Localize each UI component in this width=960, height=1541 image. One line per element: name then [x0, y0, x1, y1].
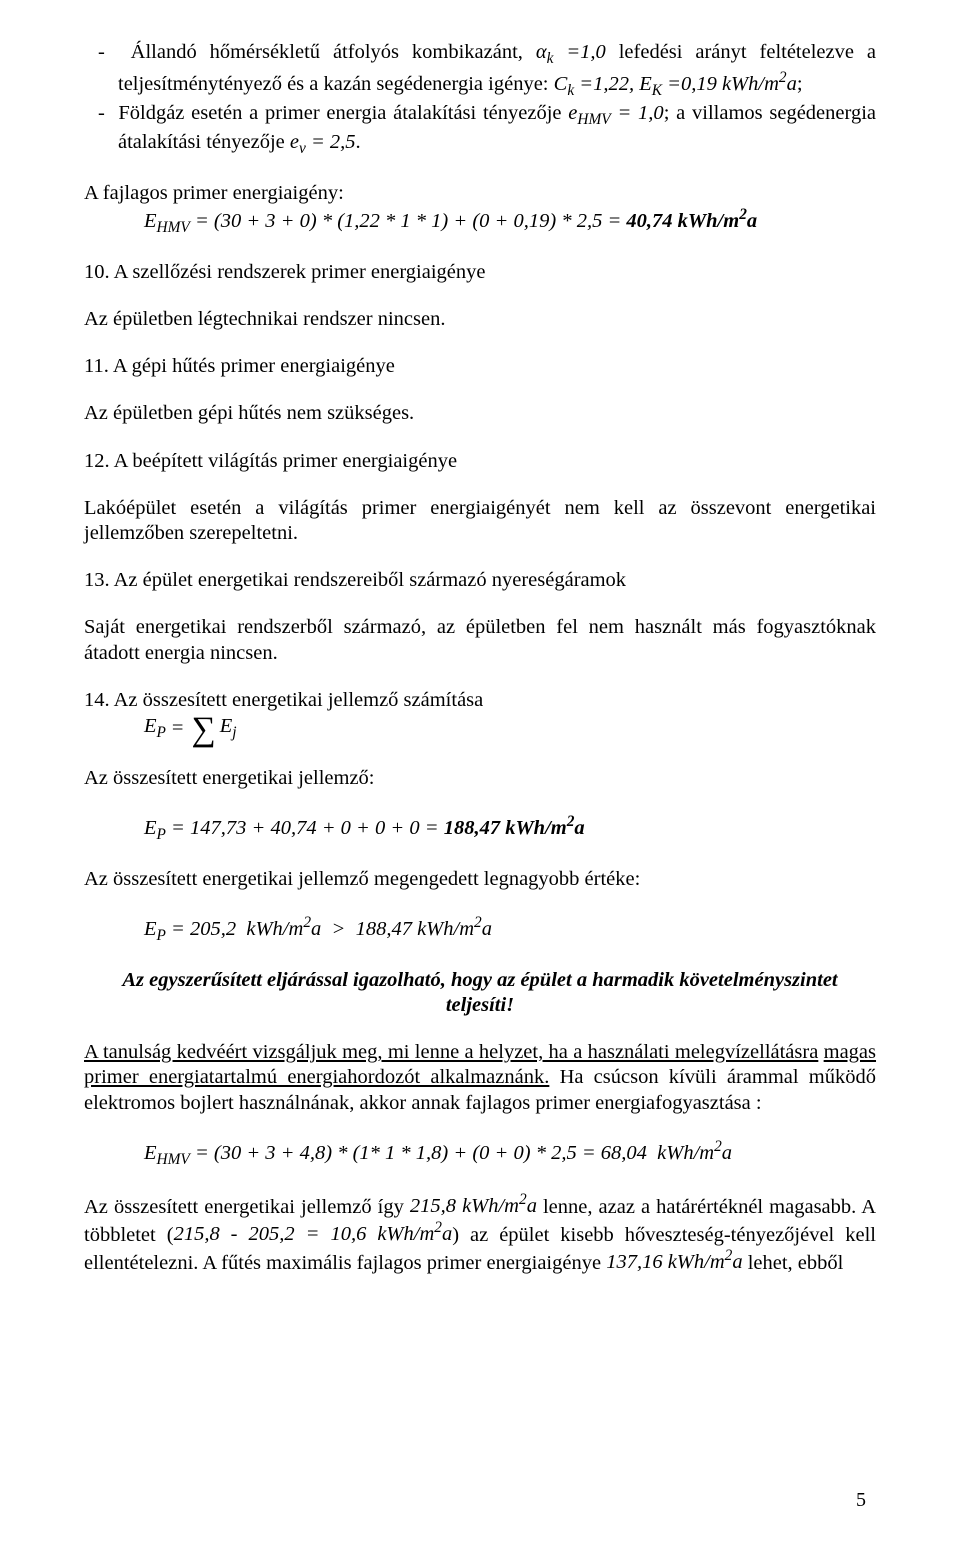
page-number: 5 — [856, 1488, 866, 1513]
section-heading: 13. Az épület energetikai rendszereiből … — [84, 568, 876, 593]
section-heading: 11. A gépi hűtés primer energiaigénye — [84, 354, 876, 379]
body-text: A tanulság kedvéért vizsgáljuk meg, mi l… — [84, 1040, 876, 1116]
equation: EHMV = (30 + 3 + 0) * (1,22 * 1 * 1) + (… — [144, 206, 876, 238]
equation: EP = 147,73 + 40,74 + 0 + 0 + 0 = 188,47… — [144, 813, 876, 845]
section-label: A fajlagos primer energiaigény: — [84, 181, 876, 206]
bullet-item: - Földgáz esetén a primer energia átalak… — [84, 101, 876, 159]
conclusion-text: teljesíti! — [84, 993, 876, 1018]
section-heading: 14. Az összesített energetikai jellemző … — [84, 688, 876, 713]
body-text: Az összesített energetikai jellemző: — [84, 766, 876, 791]
body-text: Az összesített energetikai jellemző mege… — [84, 867, 876, 892]
body-text: Az épületben gépi hűtés nem szükséges. — [84, 401, 876, 426]
section-heading: 12. A beépített világítás primer energia… — [84, 449, 876, 474]
section-heading: 10. A szellőzési rendszerek primer energ… — [84, 260, 876, 285]
body-text: Az épületben légtechnikai rendszer nincs… — [84, 307, 876, 332]
equation-sum: EP = ∑ Ej — [144, 713, 876, 744]
body-text: Saját energetikai rendszerből származó, … — [84, 615, 876, 665]
equation: EP = 205,2 kWh/m2a > 188,47 kWh/m2a — [144, 914, 876, 946]
underlined-text: A tanulság kedvéért vizsgáljuk meg, mi l… — [84, 1041, 818, 1063]
equation: EHMV = (30 + 3 + 4,8) * (1* 1 * 1,8) + (… — [144, 1138, 876, 1170]
body-text: Lakóépület esetén a világítás primer ene… — [84, 496, 876, 546]
conclusion-text: Az egyszerűsített eljárással igazolható,… — [84, 968, 876, 993]
body-text: Az összesített energetikai jellemző így … — [84, 1192, 876, 1276]
document-page: - Állandó hőmérsékletű átfolyós kombikaz… — [0, 0, 960, 1541]
bullet-item: - Állandó hőmérsékletű átfolyós kombikaz… — [84, 40, 876, 101]
